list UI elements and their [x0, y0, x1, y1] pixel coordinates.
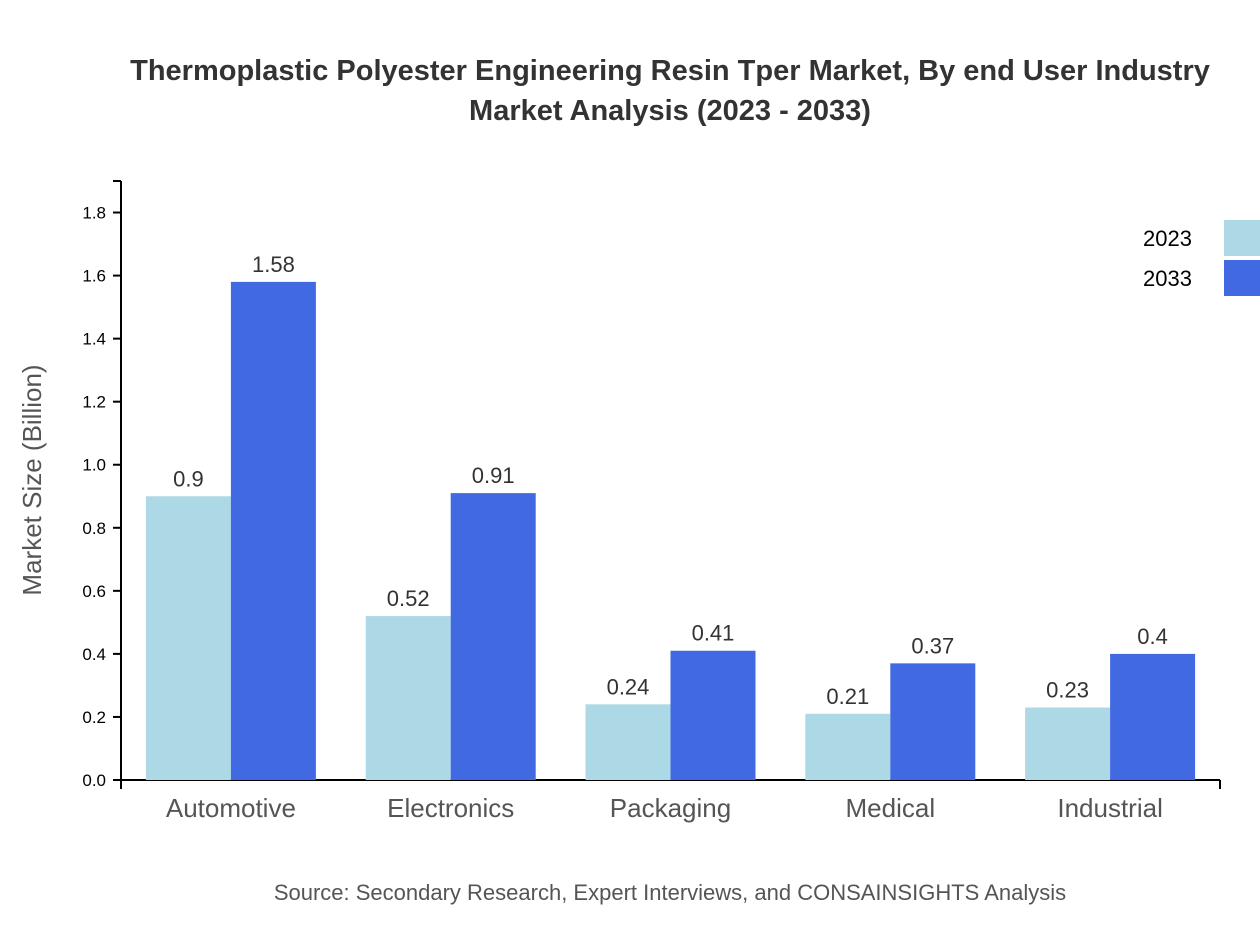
y-tick-label: 1.4 — [82, 330, 106, 349]
bar-2033-industrial — [1110, 653, 1196, 780]
legend-swatch-2033 — [1224, 260, 1260, 296]
legend-label: 2033 — [1143, 266, 1192, 291]
data-label: 0.91 — [472, 463, 515, 488]
x-tick-label: Automotive — [166, 793, 296, 823]
bar-2033-automotive — [230, 281, 316, 780]
x-tick-label: Medical — [846, 793, 936, 823]
y-tick-label: 0.6 — [82, 582, 106, 601]
data-label: 0.41 — [692, 621, 735, 646]
data-label: 0.21 — [826, 684, 869, 709]
x-tick-label: Electronics — [387, 793, 514, 823]
x-tick-label: Industrial — [1057, 793, 1163, 823]
bar-2033-packaging — [670, 650, 756, 780]
chart-title-line-1: Thermoplastic Polyester Engineering Resi… — [130, 55, 1210, 87]
source-note: Source: Secondary Research, Expert Inter… — [274, 880, 1066, 905]
y-tick-label: 1.0 — [82, 456, 106, 475]
legend-swatch-2023 — [1224, 220, 1260, 256]
bar-2023-industrial — [1025, 707, 1111, 780]
chart-title-line-2: Market Analysis (2023 - 2033) — [469, 95, 871, 127]
legend-label: 2023 — [1143, 226, 1192, 251]
y-tick-label: 0.8 — [82, 519, 106, 538]
bar-2023-medical — [805, 713, 891, 780]
y-tick-label: 0.0 — [82, 771, 106, 790]
y-tick-label: 1.6 — [82, 267, 106, 286]
data-label: 0.52 — [387, 586, 430, 611]
y-axis-label: Market Size (Billion) — [17, 364, 47, 595]
data-label: 1.58 — [252, 252, 295, 277]
bar-2033-medical — [890, 663, 976, 780]
data-label: 0.37 — [911, 633, 954, 658]
bar-2023-packaging — [585, 704, 671, 780]
x-tick-label: Packaging — [610, 793, 731, 823]
bar-2033-electronics — [450, 493, 536, 780]
y-tick-label: 0.4 — [82, 645, 106, 664]
y-tick-label: 1.8 — [82, 204, 106, 223]
data-label: 0.24 — [607, 674, 650, 699]
y-tick-label: 0.2 — [82, 708, 106, 727]
data-label: 0.23 — [1046, 677, 1089, 702]
data-label: 0.9 — [173, 466, 204, 491]
bar-2023-electronics — [365, 616, 451, 780]
data-label: 0.4 — [1137, 624, 1168, 649]
y-tick-label: 1.2 — [82, 393, 106, 412]
bar-2023-automotive — [145, 496, 231, 780]
